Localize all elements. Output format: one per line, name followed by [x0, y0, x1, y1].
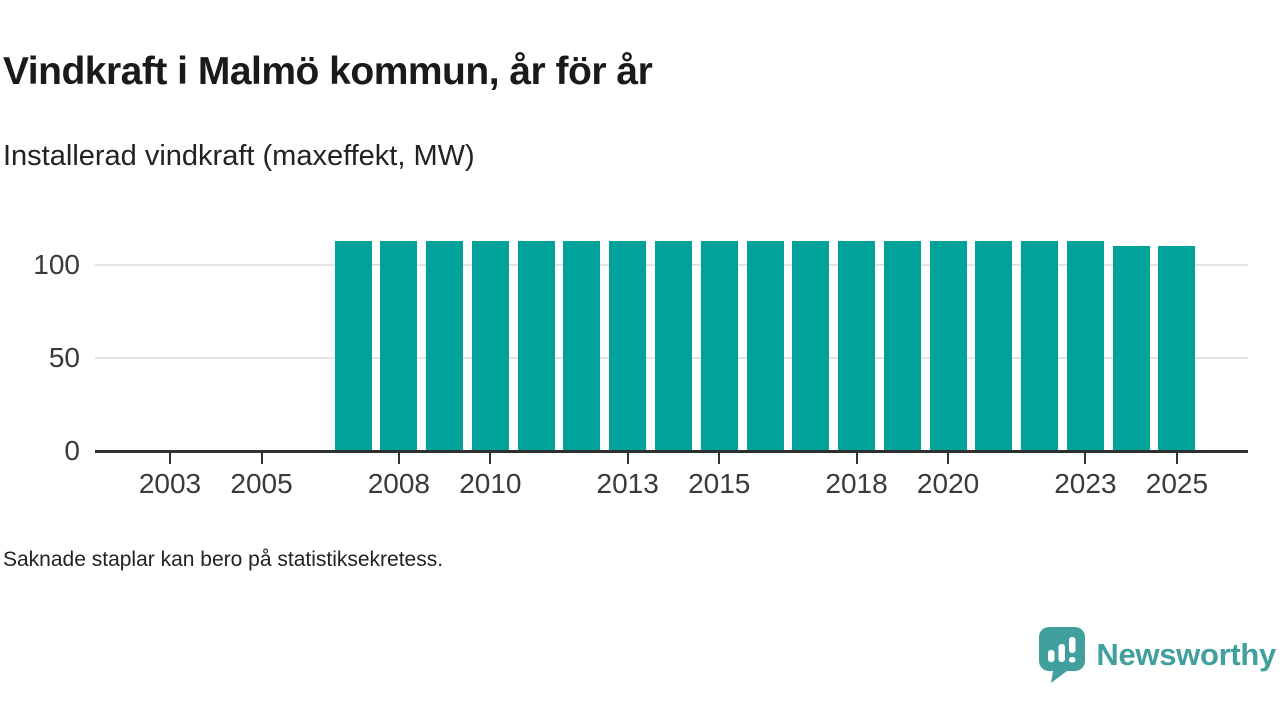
bar-2009	[426, 240, 464, 451]
x-tick-label-2018: 2018	[825, 468, 888, 499]
bar-2022	[1021, 240, 1059, 451]
x-tick-label-2003: 2003	[138, 468, 202, 499]
newsworthy-brand: Newsworthy	[1038, 624, 1276, 686]
x-tick-label-2013: 2013	[596, 468, 659, 499]
x-tick-label-2025: 2025	[1145, 468, 1209, 499]
bar-2017	[792, 240, 830, 451]
bar-2019	[883, 240, 921, 451]
x-tick-label-2005: 2005	[230, 468, 293, 499]
x-tick-label-2020: 2020	[916, 468, 980, 499]
bar-2024	[1112, 246, 1150, 451]
x-tick-2025	[1175, 453, 1178, 464]
page-title: Vindkraft i Malmö kommun, år för år	[3, 50, 653, 93]
x-tick-2018	[855, 453, 858, 464]
chart-footnote: Saknade staplar kan bero på statistiksek…	[3, 548, 444, 571]
newsworthy-brand-name: Newsworthy	[1096, 637, 1276, 672]
x-tick-label-2010: 2010	[459, 468, 522, 499]
x-tick-2020	[947, 453, 950, 464]
x-tick-2015	[718, 453, 721, 464]
bar-2013	[609, 240, 647, 451]
bar-2021	[975, 240, 1013, 451]
x-tick-2008	[397, 453, 400, 464]
newsworthy-bubble-barchart-icon	[1038, 626, 1086, 684]
bar-2015	[700, 240, 738, 451]
y-tick-label-0: 0	[64, 435, 80, 466]
chart-subtitle: Installerad vindkraft (maxeffekt, MW)	[3, 140, 475, 172]
x-tick-2010	[489, 453, 492, 464]
x-tick-label-2015: 2015	[688, 468, 751, 499]
bar-2018	[838, 240, 876, 451]
x-tick-2005	[260, 453, 263, 464]
bar-2014	[654, 240, 692, 451]
x-axis-line	[95, 450, 1248, 453]
x-tick-2013	[626, 453, 629, 464]
bar-2012	[563, 240, 601, 451]
y-tick-label-100: 100	[33, 249, 80, 280]
bar-2020	[929, 240, 967, 451]
x-tick-label-2008: 2008	[367, 468, 430, 499]
bar-2023	[1066, 240, 1104, 451]
bar-2010	[471, 240, 509, 451]
bar-2007	[334, 240, 372, 451]
x-tick-2003	[169, 453, 171, 464]
bar-2025	[1158, 246, 1196, 451]
y-tick-label-50: 50	[48, 342, 80, 373]
bar-2011	[517, 240, 555, 451]
x-tick-label-2023: 2023	[1054, 468, 1117, 499]
x-tick-2023	[1084, 453, 1087, 464]
bar-2016	[746, 240, 784, 451]
bar-2008	[380, 240, 418, 451]
